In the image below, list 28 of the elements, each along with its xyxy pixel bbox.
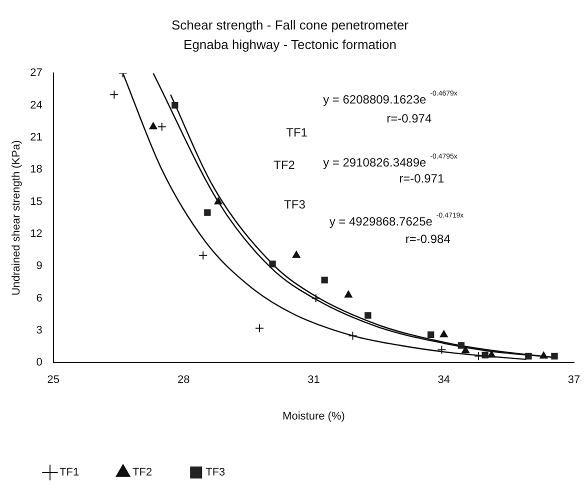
x-tick-label: 37 — [568, 374, 580, 386]
y-tick-label: 6 — [36, 292, 42, 304]
y-tick-label: 24 — [30, 99, 42, 112]
x-tick-label: 28 — [177, 374, 190, 386]
x-tick-label: 34 — [438, 374, 450, 386]
x-tick-label: 25 — [47, 374, 60, 386]
x-tick-label: 31 — [308, 374, 320, 386]
annotation: TF1 — [286, 125, 308, 140]
x-axis-title: Moisture (%) — [282, 410, 345, 422]
legend-label: TF3 — [206, 466, 226, 479]
y-tick-label: 21 — [30, 132, 42, 144]
annotation: r=-0.984 — [405, 232, 451, 246]
annotation: r=-0.974 — [386, 112, 432, 126]
annotation: TF3 — [284, 197, 306, 212]
y-tick-label: 15 — [30, 196, 42, 208]
y-tick-label: 9 — [36, 260, 42, 272]
legend-label: TF1 — [60, 466, 80, 479]
y-tick-label: 27 — [30, 67, 42, 80]
chart-title: Schear strength - Fall cone penetrometer — [171, 17, 410, 32]
y-axis-title: Undrained shear strength (KPa) — [10, 140, 23, 296]
y-tick-label: 12 — [30, 228, 42, 240]
chart-subtitle: Egnaba highway - Tectonic formation — [184, 36, 396, 52]
annotation: r=-0.971 — [399, 171, 444, 186]
annotation: TF2 — [274, 158, 296, 172]
y-tick-label: 18 — [30, 164, 42, 176]
y-tick-label: 0 — [36, 356, 42, 369]
legend-label: TF2 — [132, 466, 152, 479]
y-tick-label: 3 — [36, 324, 42, 336]
